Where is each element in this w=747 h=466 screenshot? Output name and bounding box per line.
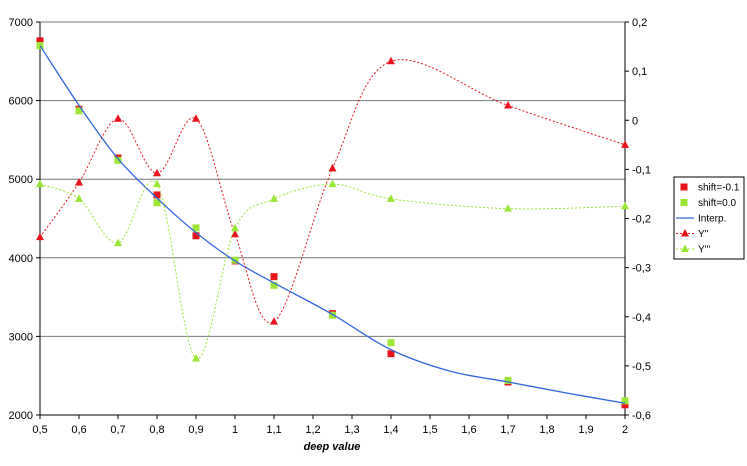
legend-swatch bbox=[680, 199, 688, 206]
y-right-tick-label: -0,6 bbox=[632, 410, 651, 422]
series-line bbox=[39, 59, 626, 324]
y-right-tick-label: -0,2 bbox=[632, 214, 651, 226]
data-point bbox=[387, 194, 395, 202]
legend: shift=-0.1 shift=0.0 Interp. Y'' Y''' bbox=[673, 176, 745, 260]
series-line bbox=[39, 180, 626, 360]
data-point bbox=[621, 140, 629, 148]
x-tick-label: 1,7 bbox=[500, 424, 515, 436]
y-right-tick-label: 0,1 bbox=[632, 66, 647, 78]
x-tick-label: 1,9 bbox=[578, 424, 593, 436]
y-left-tick-label: 3000 bbox=[9, 331, 33, 343]
series-1 bbox=[36, 42, 629, 405]
data-point bbox=[621, 201, 629, 210]
data-point bbox=[153, 191, 161, 199]
x-tick-label: 0,9 bbox=[188, 424, 203, 436]
axes-layer: 2000 3000 4000 5000 6000 7000 -0,6 -0,5 -0,4 -0,3… bbox=[9, 17, 651, 436]
data-point bbox=[75, 107, 83, 115]
data-point bbox=[387, 350, 395, 358]
series-layer bbox=[36, 37, 629, 409]
series-line bbox=[39, 45, 626, 404]
x-axis-label: deep value bbox=[304, 441, 361, 453]
y-left-tick-label: 6000 bbox=[9, 96, 33, 108]
data-point bbox=[192, 224, 200, 232]
data-point bbox=[36, 232, 44, 241]
data-point bbox=[153, 168, 161, 177]
data-point bbox=[231, 223, 239, 232]
data-point bbox=[153, 199, 161, 207]
x-tick-label: 0,5 bbox=[32, 424, 47, 436]
data-point bbox=[504, 101, 512, 109]
x-tick-label: 0,8 bbox=[149, 424, 164, 436]
data-point bbox=[504, 204, 512, 212]
x-tick-label: 1,2 bbox=[305, 424, 320, 436]
grid-layer bbox=[40, 21, 625, 416]
y-left-tick-label: 2000 bbox=[9, 410, 33, 422]
data-point bbox=[75, 178, 83, 186]
y-left-tick-label: 7000 bbox=[9, 17, 33, 29]
legend-label: Interp. bbox=[698, 214, 726, 225]
y-right-tick-label: 0 bbox=[632, 115, 638, 127]
series-2 bbox=[39, 45, 626, 404]
legend-label: shift=-0.1 bbox=[698, 183, 740, 194]
y-right-tick-label: -0,4 bbox=[632, 312, 651, 324]
data-point bbox=[192, 232, 200, 240]
data-point bbox=[329, 311, 336, 319]
series-0 bbox=[36, 37, 629, 409]
y-right-tick-label: -0,3 bbox=[632, 263, 651, 275]
legend-label: Y'' bbox=[698, 229, 709, 240]
data-point bbox=[328, 179, 337, 188]
legend-label: Y''' bbox=[698, 245, 710, 256]
legend-swatch bbox=[680, 183, 688, 191]
data-point bbox=[114, 238, 122, 247]
x-tick-label: 1,5 bbox=[422, 424, 437, 436]
x-tick-label: 1,4 bbox=[383, 424, 398, 436]
data-point bbox=[153, 179, 161, 188]
data-point bbox=[192, 354, 200, 362]
x-tick-label: 1,3 bbox=[344, 424, 359, 436]
data-point bbox=[231, 229, 239, 238]
data-point bbox=[504, 376, 512, 384]
legend-label: shift=0.0 bbox=[698, 198, 737, 209]
x-tick-label: 1,1 bbox=[266, 424, 281, 436]
x-tick-label: 1,6 bbox=[461, 424, 476, 436]
data-point bbox=[387, 56, 395, 65]
y-left-tick-label: 4000 bbox=[9, 253, 33, 265]
data-point bbox=[270, 317, 278, 325]
x-tick-label: 0,6 bbox=[71, 424, 86, 436]
data-point bbox=[231, 256, 239, 264]
y-right-tick-label: -0,5 bbox=[632, 361, 651, 373]
data-point bbox=[192, 114, 200, 122]
data-point bbox=[270, 194, 278, 202]
x-tick-label: 2 bbox=[622, 424, 628, 436]
legend-swatch-marker bbox=[681, 229, 689, 237]
x-tick-label: 0,7 bbox=[110, 424, 125, 436]
x-tick-label: 1,8 bbox=[539, 424, 554, 436]
data-point bbox=[36, 179, 44, 188]
data-point bbox=[114, 114, 122, 122]
x-tick-label: 1 bbox=[232, 424, 238, 436]
data-point bbox=[270, 281, 278, 289]
data-point bbox=[387, 339, 395, 347]
data-point bbox=[114, 156, 122, 164]
y-right-tick-label: 0,2 bbox=[632, 17, 647, 29]
data-point bbox=[621, 397, 629, 405]
series-4 bbox=[36, 179, 629, 362]
data-point bbox=[75, 194, 83, 202]
data-point bbox=[328, 163, 337, 172]
data-point bbox=[621, 401, 629, 409]
y-right-tick-label: -0,1 bbox=[632, 164, 651, 176]
data-point bbox=[270, 273, 278, 281]
y-left-tick-label: 5000 bbox=[9, 174, 33, 186]
legend-swatch-marker bbox=[681, 244, 689, 252]
data-point bbox=[36, 37, 44, 45]
series-3 bbox=[36, 56, 629, 325]
